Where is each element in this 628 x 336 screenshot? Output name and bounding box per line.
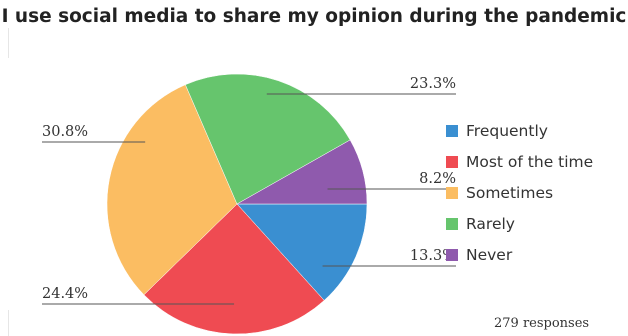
- legend-swatch-rarely: [446, 217, 458, 230]
- pie-slice-most-of-the-time: [143, 203, 325, 335]
- legend-label-frequently: Frequently: [466, 121, 548, 140]
- legend-item-most-of-the-time: Most of the time: [446, 146, 593, 177]
- response-count: 279 responses: [494, 316, 590, 331]
- pie-slice-sometimes: [106, 84, 238, 296]
- legend-swatch-most-of-the-time: [446, 155, 458, 168]
- pie-slice-never: [236, 139, 368, 205]
- legend-label-rarely: Rarely: [466, 214, 515, 233]
- legend-item-never: Never: [446, 239, 593, 270]
- legend-swatch-frequently: [446, 124, 458, 137]
- legend-label-never: Never: [466, 245, 513, 264]
- data-label-never: 8.2%: [419, 171, 456, 187]
- data-label-frequently: 13.3%: [410, 248, 456, 264]
- data-label-rarely: 23.3%: [410, 76, 456, 92]
- pie-slice-rarely: [185, 73, 351, 205]
- legend-label-sometimes: Sometimes: [466, 183, 554, 202]
- legend-swatch-sometimes: [446, 186, 458, 199]
- legend-label-most-of-the-time: Most of the time: [466, 152, 594, 171]
- legend-item-sometimes: Sometimes: [446, 177, 593, 208]
- left-edge-line: [8, 28, 9, 58]
- chart-title: I use social media to share my opinion d…: [1, 6, 627, 27]
- legend-item-frequently: Frequently: [446, 115, 593, 146]
- data-label-most-of-the-time: 24.4%: [42, 286, 88, 302]
- legend-item-rarely: Rarely: [446, 208, 593, 239]
- left-edge-line: [8, 310, 9, 336]
- pie-slice-frequently: [236, 203, 368, 301]
- legend: Frequently Most of the time Sometimes Ra…: [446, 115, 593, 270]
- data-label-sometimes: 30.8%: [42, 124, 88, 140]
- legend-swatch-never: [446, 248, 458, 261]
